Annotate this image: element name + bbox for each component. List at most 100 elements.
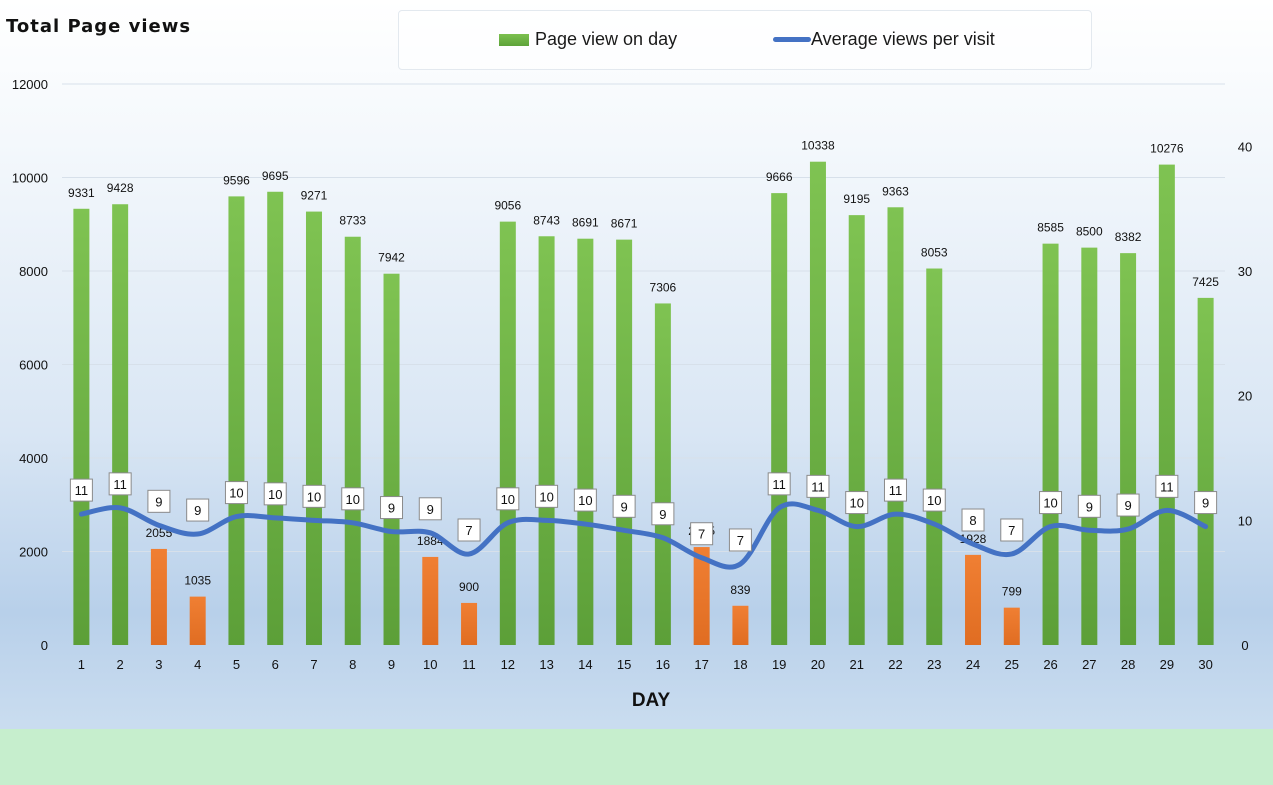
legend: Page view on day Average views per visit bbox=[398, 10, 1092, 70]
y2-tick-label: 30 bbox=[1238, 264, 1252, 279]
x-tick-label: 19 bbox=[772, 657, 786, 672]
y-tick-label: 10000 bbox=[12, 171, 48, 186]
x-tick-label: 29 bbox=[1160, 657, 1174, 672]
avg-value-label: 11 bbox=[772, 477, 786, 492]
bar bbox=[926, 268, 943, 645]
avg-label-box bbox=[418, 497, 442, 521]
avg-value-label: 11 bbox=[75, 483, 89, 498]
bar bbox=[693, 547, 710, 645]
avg-value-label: 7 bbox=[1008, 523, 1015, 538]
x-tick-label: 25 bbox=[1005, 657, 1019, 672]
bar-value-label: 9331 bbox=[68, 186, 95, 200]
avg-value-label: 7 bbox=[698, 527, 705, 542]
bar bbox=[1003, 607, 1020, 645]
x-tick-label: 7 bbox=[310, 657, 317, 672]
y-tick-label: 4000 bbox=[19, 451, 48, 466]
avg-label-box bbox=[845, 491, 869, 515]
avg-label-box bbox=[883, 478, 907, 502]
avg-value-label: 7 bbox=[465, 523, 472, 538]
y2-tick-label: 0 bbox=[1241, 638, 1248, 653]
avg-label-box bbox=[690, 522, 714, 546]
x-tick-label: 22 bbox=[888, 657, 902, 672]
bar-value-label: 7942 bbox=[378, 251, 405, 265]
avg-value-label: 9 bbox=[427, 502, 434, 517]
x-tick-label: 23 bbox=[927, 657, 941, 672]
x-tick-label: 16 bbox=[656, 657, 670, 672]
x-tick-label: 12 bbox=[501, 657, 515, 672]
x-tick-label: 27 bbox=[1082, 657, 1096, 672]
x-tick-label: 18 bbox=[733, 657, 747, 672]
avg-label-box bbox=[186, 498, 210, 522]
legend-label-average: Average views per visit bbox=[811, 29, 995, 49]
bar bbox=[887, 207, 904, 645]
avg-label-box bbox=[108, 472, 132, 496]
avg-label-box bbox=[1116, 493, 1140, 517]
bar-value-label: 10276 bbox=[1150, 142, 1184, 156]
x-tick-label: 6 bbox=[272, 657, 279, 672]
x-tick-label: 4 bbox=[194, 657, 201, 672]
y-tick-label: 0 bbox=[41, 638, 48, 653]
avg-value-label: 10 bbox=[501, 492, 515, 507]
bar-value-label: 8691 bbox=[572, 216, 599, 230]
bar-value-label: 10338 bbox=[801, 139, 835, 153]
bar bbox=[1120, 253, 1137, 646]
x-tick-label: 17 bbox=[694, 657, 708, 672]
grid-layer bbox=[62, 83, 1225, 552]
y-tick-label: 8000 bbox=[19, 264, 48, 279]
bar-value-label: 9666 bbox=[766, 170, 793, 184]
avg-value-label: 9 bbox=[1202, 496, 1209, 511]
avg-label-box bbox=[496, 487, 520, 511]
bar-value-label: 7425 bbox=[1192, 275, 1219, 289]
x-tick-label: 14 bbox=[578, 657, 592, 672]
bar-value-label: 9056 bbox=[494, 199, 521, 213]
avg-label-box bbox=[651, 502, 675, 526]
avg-label-box bbox=[457, 518, 481, 542]
bar bbox=[305, 211, 322, 645]
avg-label-box bbox=[341, 487, 365, 511]
bar-value-label: 9596 bbox=[223, 173, 250, 187]
bar bbox=[809, 161, 826, 646]
bar bbox=[577, 238, 594, 646]
avg-label-box bbox=[535, 484, 559, 508]
bar-value-label: 9363 bbox=[882, 184, 909, 198]
avg-value-label: 9 bbox=[388, 501, 395, 516]
x-tick-label: 5 bbox=[233, 657, 240, 672]
avg-value-label: 10 bbox=[346, 492, 360, 507]
bar-value-label: 1035 bbox=[184, 574, 211, 588]
bar bbox=[616, 239, 633, 646]
bar-value-label: 8671 bbox=[611, 217, 638, 231]
legend-swatch-bar bbox=[499, 33, 529, 46]
chart-title: Total Page views bbox=[6, 16, 192, 37]
avg-label-box bbox=[224, 481, 248, 505]
bar-value-label: 9428 bbox=[107, 181, 134, 195]
avg-label-box bbox=[961, 508, 985, 532]
x-tick-label: 30 bbox=[1198, 657, 1212, 672]
bar-value-label: 9195 bbox=[843, 192, 870, 206]
y2-tick-label: 10 bbox=[1238, 513, 1252, 528]
avg-label-box bbox=[69, 478, 93, 502]
avg-value-label: 10 bbox=[927, 493, 941, 508]
bar-value-label: 7306 bbox=[650, 280, 677, 294]
legend-item-average: Average views per visit bbox=[773, 29, 995, 50]
bar bbox=[383, 273, 400, 645]
bar bbox=[189, 596, 206, 645]
avg-label-box bbox=[728, 528, 752, 552]
avg-label-box bbox=[612, 494, 636, 518]
bar-value-label: 8500 bbox=[1076, 225, 1103, 239]
avg-value-label: 11 bbox=[889, 483, 903, 498]
avg-value-label: 7 bbox=[737, 533, 744, 548]
y-tick-label: 6000 bbox=[19, 358, 48, 373]
avg-value-label: 9 bbox=[155, 494, 162, 509]
y-tick-label: 2000 bbox=[19, 545, 48, 560]
bar bbox=[112, 204, 129, 645]
bar bbox=[965, 554, 982, 645]
avg-label-box bbox=[1155, 474, 1179, 498]
bar bbox=[422, 556, 439, 645]
avg-labels-layer: 11 11 9 9 10 10 10 10 9 9 7 10 10 10 9 9 7 7 11 11 10 11 10 8 7 1… bbox=[69, 472, 1218, 552]
avg-value-label: 9 bbox=[194, 503, 201, 518]
avg-label-box bbox=[1000, 518, 1024, 542]
bar bbox=[1081, 247, 1098, 645]
x-tick-label: 13 bbox=[539, 657, 553, 672]
legend-item-page-views: Page view on day bbox=[499, 29, 677, 50]
